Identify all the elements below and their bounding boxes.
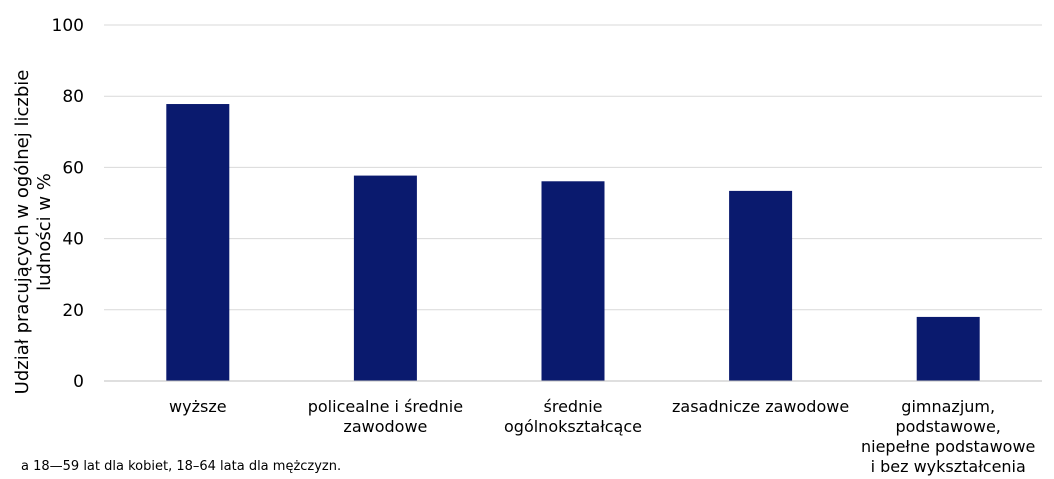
bar [353, 175, 417, 381]
y-tick-label: 40 [62, 230, 84, 250]
bars [166, 104, 980, 382]
x-category-label: policealne i średnie zawodowe [308, 397, 463, 436]
y-tick-label: 100 [52, 16, 84, 36]
y-tick-label: 60 [62, 158, 84, 178]
bar [541, 181, 605, 381]
bar [166, 104, 230, 382]
footnote: a 18—59 lat dla kobiet, 18–64 lata dla m… [21, 459, 342, 474]
x-category-label: zasadnicze zawodowe [672, 397, 849, 416]
y-axis-label: Udział pracujących w ogólnej liczbieludn… [12, 70, 55, 395]
gridlines [104, 24, 1042, 311]
y-tick-label: 0 [73, 372, 84, 392]
x-category-label: gimnazjum, podstawowe, niepełne podstawowe… [861, 397, 1035, 476]
bar [916, 316, 980, 381]
x-category-label: średnie ogólnokształcące [504, 397, 642, 436]
y-tick-label: 80 [62, 87, 84, 107]
x-axis-categories: wyższe policealne i średnie zawodowe średni… [169, 397, 1035, 476]
y-tick-label: 20 [62, 301, 84, 321]
bar [729, 190, 793, 381]
y-axis-ticks: 0 20 40 60 80 100 [52, 16, 84, 392]
x-category-label: wyższe [169, 397, 227, 416]
